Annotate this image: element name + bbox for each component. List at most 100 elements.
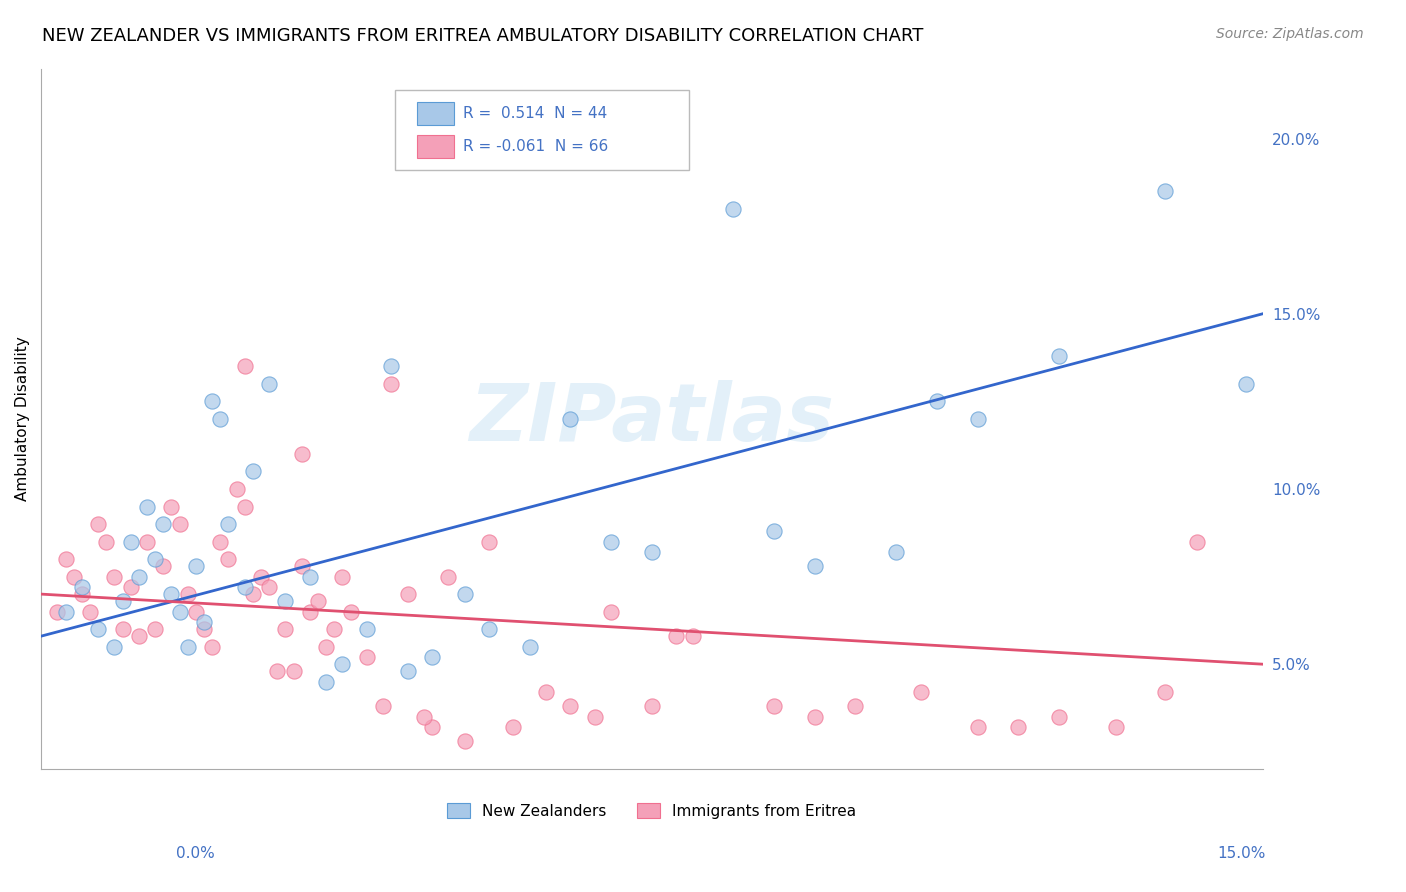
Point xyxy=(600,534,623,549)
Text: Source: ZipAtlas.com: Source: ZipAtlas.com xyxy=(1216,27,1364,41)
Point xyxy=(371,699,394,714)
Point xyxy=(103,640,125,654)
Point xyxy=(560,699,582,714)
Point xyxy=(233,500,256,514)
Point xyxy=(257,376,280,391)
Point xyxy=(1187,534,1209,549)
Point xyxy=(560,412,582,426)
Point xyxy=(96,534,118,549)
Point xyxy=(283,664,305,678)
Point xyxy=(136,500,159,514)
Point xyxy=(103,569,125,583)
Point xyxy=(437,569,460,583)
Point xyxy=(453,734,475,748)
Point xyxy=(420,650,443,665)
Point xyxy=(844,699,866,714)
Point xyxy=(803,710,825,724)
Point xyxy=(291,559,314,574)
Point xyxy=(583,710,606,724)
Point xyxy=(682,629,704,643)
Point xyxy=(315,640,337,654)
Point xyxy=(298,569,321,583)
Point xyxy=(478,622,501,636)
Point xyxy=(209,534,232,549)
Point xyxy=(298,605,321,619)
Point xyxy=(1007,720,1029,734)
Point xyxy=(209,412,232,426)
Point xyxy=(46,605,69,619)
Point xyxy=(169,516,191,531)
Text: ZIPatlas: ZIPatlas xyxy=(470,380,834,458)
Point xyxy=(217,516,239,531)
Point xyxy=(453,587,475,601)
Point xyxy=(1105,720,1128,734)
Point xyxy=(910,685,932,699)
Point xyxy=(136,534,159,549)
Point xyxy=(803,559,825,574)
Point xyxy=(763,524,786,538)
Point xyxy=(201,394,224,409)
Point xyxy=(356,650,378,665)
Point xyxy=(534,685,557,699)
Point xyxy=(332,569,354,583)
Y-axis label: Ambulatory Disability: Ambulatory Disability xyxy=(15,336,30,501)
Point xyxy=(412,710,434,724)
Point xyxy=(242,587,264,601)
Point xyxy=(160,587,183,601)
Point xyxy=(70,580,93,594)
Point xyxy=(884,545,907,559)
Point xyxy=(87,516,110,531)
Point xyxy=(62,569,84,583)
Point xyxy=(55,552,77,566)
Point xyxy=(1047,349,1070,363)
Point xyxy=(193,622,215,636)
Point xyxy=(257,580,280,594)
Point xyxy=(396,664,419,678)
Point xyxy=(70,587,93,601)
Point xyxy=(356,622,378,636)
Point xyxy=(665,629,688,643)
Point xyxy=(217,552,239,566)
Point xyxy=(152,559,174,574)
Point xyxy=(120,534,142,549)
Point xyxy=(193,615,215,629)
Point xyxy=(641,699,664,714)
Point xyxy=(176,640,198,654)
Point xyxy=(723,202,745,216)
FancyBboxPatch shape xyxy=(418,135,454,158)
Point xyxy=(1047,710,1070,724)
Point xyxy=(380,376,402,391)
Point xyxy=(641,545,664,559)
Point xyxy=(233,359,256,374)
Point xyxy=(242,465,264,479)
Point xyxy=(169,605,191,619)
Point xyxy=(315,674,337,689)
Point xyxy=(478,534,501,549)
Point xyxy=(323,622,346,636)
Point xyxy=(184,605,207,619)
Point xyxy=(111,622,134,636)
Point xyxy=(143,552,166,566)
Point xyxy=(111,594,134,608)
Text: R = -0.061  N = 66: R = -0.061 N = 66 xyxy=(463,139,607,153)
Point xyxy=(184,559,207,574)
Point xyxy=(120,580,142,594)
Text: R =  0.514  N = 44: R = 0.514 N = 44 xyxy=(463,106,607,121)
Point xyxy=(763,699,786,714)
Point xyxy=(1154,685,1177,699)
Point xyxy=(128,629,150,643)
Point xyxy=(339,605,361,619)
FancyBboxPatch shape xyxy=(395,89,689,170)
Point xyxy=(143,622,166,636)
Point xyxy=(600,605,623,619)
Point xyxy=(201,640,224,654)
Point xyxy=(274,594,297,608)
Point xyxy=(307,594,329,608)
Point xyxy=(925,394,948,409)
Point xyxy=(152,516,174,531)
Point xyxy=(519,640,541,654)
Point xyxy=(87,622,110,636)
Point xyxy=(380,359,402,374)
Point xyxy=(502,720,524,734)
Point xyxy=(266,664,288,678)
